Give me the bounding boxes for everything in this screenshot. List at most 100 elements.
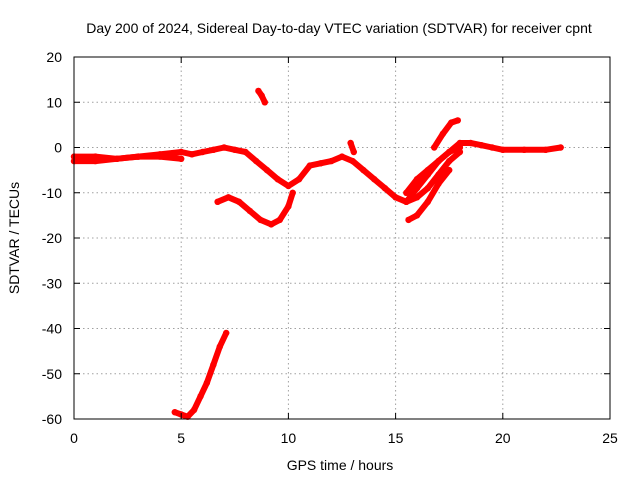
y-tick-label: -30 [42, 275, 62, 291]
data-point [403, 198, 410, 205]
chart-title: Day 200 of 2024, Sidereal Day-to-day VTE… [86, 20, 592, 36]
data-point [274, 176, 281, 183]
data-point [258, 92, 265, 99]
data-point [178, 155, 185, 162]
data-point [424, 166, 431, 174]
data-point [246, 207, 253, 215]
data-point [190, 406, 198, 414]
x-tick-label: 5 [177, 430, 185, 446]
data-point [199, 148, 206, 156]
data-point [446, 148, 453, 156]
data-point [446, 157, 453, 165]
data-point [210, 361, 217, 368]
data-point [338, 153, 346, 160]
data-point [467, 139, 474, 147]
data-point [435, 171, 442, 178]
data-point [454, 117, 461, 124]
data-point [285, 203, 292, 210]
data-point [439, 130, 446, 138]
data-point [371, 176, 378, 183]
data-point [223, 329, 230, 337]
data-point [220, 144, 228, 151]
data-point [413, 176, 421, 183]
grid-lines [74, 57, 610, 419]
data-point [446, 166, 453, 174]
data-point [448, 119, 455, 126]
data-point [276, 216, 283, 224]
data-point [488, 144, 496, 151]
y-tick-label: -40 [42, 321, 62, 337]
data-point [289, 189, 296, 196]
y-tick-label: 20 [46, 49, 62, 65]
data-point [499, 146, 506, 153]
x-tick-label: 20 [495, 430, 511, 446]
data-point [431, 144, 438, 151]
data-point [261, 99, 268, 106]
data-point [360, 166, 367, 174]
data-point [306, 162, 313, 169]
series-morning-band [71, 153, 185, 165]
data-point [214, 198, 221, 205]
data-point [184, 413, 191, 420]
data-point [231, 146, 238, 153]
data-point [203, 379, 211, 386]
data-point [350, 148, 357, 156]
tick-marks [73, 56, 611, 420]
data-point [210, 146, 217, 153]
data-point [435, 180, 442, 187]
data-point [413, 185, 421, 192]
data-point [392, 194, 399, 201]
y-tick-label: -20 [42, 230, 62, 246]
data-point [295, 176, 303, 183]
data-point [178, 148, 185, 156]
y-tick-label: 10 [46, 94, 62, 110]
data-point [171, 409, 178, 416]
data-point [268, 221, 275, 228]
data-point [188, 151, 196, 158]
y-tick-label: 0 [54, 140, 62, 156]
data-point [478, 142, 485, 149]
data-point [424, 185, 431, 192]
data-point [328, 157, 335, 165]
y-tick-label: -10 [42, 185, 62, 201]
data-point [424, 198, 431, 205]
data-point [113, 155, 121, 162]
data-point [403, 189, 410, 196]
x-tick-label: 15 [388, 430, 404, 446]
data-point [349, 157, 356, 165]
data-point [156, 153, 163, 160]
x-tick-label: 25 [602, 430, 618, 446]
data-point [263, 166, 271, 174]
y-tick-label: -50 [42, 366, 62, 382]
data-point [413, 194, 421, 201]
data-point [456, 139, 464, 147]
data-point [381, 185, 389, 192]
data-point [253, 157, 260, 165]
tick-labels: 0 5 10 15 20 25 20 10 0 -10 -20 -30 -40 -50 -60 [42, 49, 618, 446]
x-tick-label: 10 [281, 430, 297, 446]
data-point [521, 146, 528, 153]
data-point [257, 216, 264, 224]
data-point [405, 216, 412, 224]
data-point [135, 153, 142, 160]
data-point [557, 144, 564, 151]
data-series [70, 87, 564, 420]
x-axis-label: GPS time / hours [287, 457, 394, 473]
data-point [317, 160, 324, 167]
data-point [285, 182, 292, 190]
data-point [542, 146, 549, 153]
data-point [435, 157, 442, 165]
data-point [235, 198, 243, 205]
data-point [347, 139, 354, 147]
y-tick-label: -60 [42, 411, 62, 427]
data-point [197, 393, 204, 400]
data-point [242, 148, 249, 156]
y-axis-label: SDTVAR / TECUs [6, 182, 22, 294]
data-point [456, 148, 464, 156]
data-point [225, 194, 232, 201]
data-point [413, 212, 421, 219]
series-rising-segment [431, 117, 461, 151]
data-point [255, 87, 262, 95]
data-point [456, 144, 464, 151]
